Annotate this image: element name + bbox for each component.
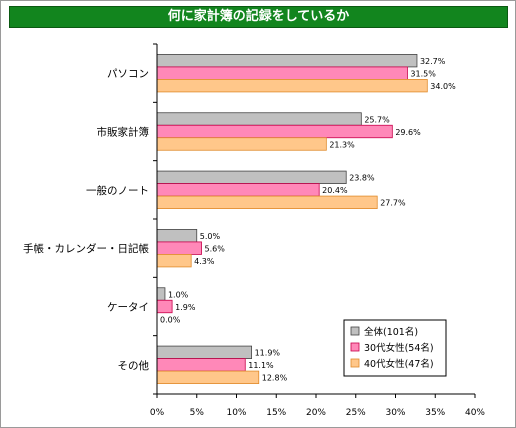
data-label: 1.0%	[168, 290, 189, 299]
bar-all	[156, 54, 418, 68]
data-label: 5.6%	[205, 244, 226, 253]
data-label: 23.8%	[349, 174, 375, 183]
data-label: 32.7%	[420, 57, 446, 66]
data-label: 20.4%	[322, 186, 348, 195]
x-tick-label: 0%	[150, 408, 165, 418]
category-label: 手帳・カレンダー・日記帳	[23, 242, 149, 255]
bar-40s	[156, 370, 260, 384]
bar-30s	[156, 124, 393, 139]
legend-entry: 30代女性(54名)	[364, 342, 434, 354]
bar-all	[156, 170, 347, 184]
bar-30s	[156, 299, 173, 314]
x-tick-label: 10%	[226, 408, 246, 418]
data-label: 29.6%	[395, 128, 421, 137]
x-tick-label: 25%	[346, 408, 366, 418]
chart-title: 何に家計簿の記録をしているか	[167, 9, 350, 24]
legend-swatch	[350, 342, 360, 352]
bar-30s	[156, 358, 246, 372]
bar-40s	[156, 79, 428, 93]
data-label: 25.7%	[364, 115, 390, 124]
legend-entry: 全体(101名)	[364, 326, 418, 338]
legend-swatch	[350, 358, 360, 368]
x-tick-label: 20%	[306, 408, 326, 418]
bar-40s	[156, 254, 192, 268]
data-label: 34.0%	[430, 82, 456, 91]
legend-box	[343, 319, 447, 377]
data-label: 5.0%	[200, 232, 221, 241]
bar-all	[156, 229, 198, 243]
category-label: ケータイ	[107, 302, 149, 314]
category-label: 一般のノート	[86, 184, 149, 197]
data-label: 0.0%	[160, 315, 181, 324]
x-tick-label: 30%	[385, 408, 405, 418]
bar-30s	[156, 241, 202, 255]
data-label: 21.3%	[329, 140, 355, 149]
data-label: 12.8%	[262, 374, 288, 383]
x-tick-label: 15%	[266, 408, 286, 418]
legend-swatch	[350, 326, 360, 336]
category-label: 市販家計簿	[97, 126, 150, 139]
x-tick-label: 5%	[190, 408, 205, 418]
data-label: 31.5%	[410, 69, 436, 78]
x-tick-label: 40%	[465, 408, 485, 418]
data-label: 27.7%	[380, 199, 406, 208]
data-label: 1.9%	[175, 303, 196, 312]
bar-all	[156, 345, 253, 359]
bar-30s	[156, 66, 408, 80]
bar-30s	[156, 183, 320, 197]
bar-all	[156, 287, 166, 301]
data-label: 4.3%	[194, 257, 215, 266]
bar-all	[156, 112, 362, 126]
x-tick-label: 35%	[425, 408, 445, 418]
bar-40s	[156, 195, 378, 209]
data-label: 11.9%	[255, 349, 281, 358]
bar-40s	[156, 137, 327, 151]
category-label: その他	[118, 359, 150, 372]
data-label: 11.1%	[248, 361, 274, 370]
legend-entry: 40代女性(47名)	[364, 358, 434, 370]
title-bar: 何に家計簿の記録をしているか	[9, 6, 508, 28]
category-label: パソコン	[107, 68, 149, 80]
